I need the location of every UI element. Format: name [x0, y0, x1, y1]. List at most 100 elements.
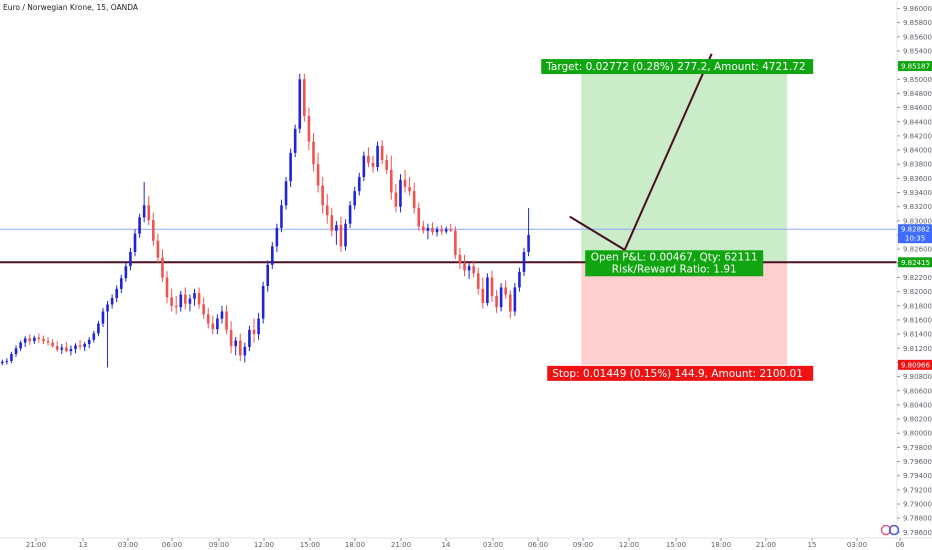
- candle-body[interactable]: [458, 254, 462, 264]
- candle-body[interactable]: [367, 155, 370, 163]
- candle-body[interactable]: [238, 340, 242, 356]
- candle-body[interactable]: [486, 277, 489, 303]
- candle-body[interactable]: [14, 348, 18, 354]
- candle-body[interactable]: [280, 205, 283, 228]
- candle-body[interactable]: [193, 293, 196, 299]
- candle-body[interactable]: [0, 361, 4, 364]
- candle-body[interactable]: [481, 288, 485, 303]
- candle-body[interactable]: [449, 229, 453, 231]
- candle-body[interactable]: [527, 235, 530, 253]
- candle-body[interactable]: [476, 273, 480, 289]
- candle-body[interactable]: [495, 295, 498, 308]
- candle-body[interactable]: [142, 205, 146, 218]
- candle-body[interactable]: [28, 338, 32, 342]
- candle-body[interactable]: [522, 252, 526, 272]
- candle-body[interactable]: [69, 348, 73, 352]
- candle-body[interactable]: [275, 227, 279, 247]
- candle-body[interactable]: [431, 227, 434, 233]
- settings-icon[interactable]: [880, 524, 892, 536]
- candle-body[interactable]: [37, 337, 41, 340]
- candle-body[interactable]: [216, 318, 219, 330]
- candle-body[interactable]: [170, 297, 173, 306]
- candle-body[interactable]: [357, 176, 361, 192]
- candle-body[interactable]: [490, 277, 494, 296]
- candle-body[interactable]: [206, 314, 210, 324]
- candle-body[interactable]: [307, 116, 311, 142]
- candle-body[interactable]: [179, 294, 183, 308]
- candle-body[interactable]: [202, 304, 205, 315]
- candle-body[interactable]: [156, 240, 160, 258]
- candle-body[interactable]: [289, 152, 292, 182]
- candle-body[interactable]: [92, 333, 96, 340]
- candle-body[interactable]: [426, 227, 430, 231]
- candle-body[interactable]: [399, 179, 402, 207]
- candle-body[interactable]: [220, 311, 224, 319]
- candle-body[interactable]: [335, 225, 338, 231]
- candle-body[interactable]: [74, 345, 77, 349]
- candle-body[interactable]: [19, 342, 22, 349]
- candle-body[interactable]: [513, 287, 517, 312]
- candle-body[interactable]: [403, 179, 407, 187]
- candle-body[interactable]: [55, 346, 59, 350]
- candle-body[interactable]: [348, 205, 352, 224]
- candle-body[interactable]: [362, 155, 366, 177]
- candle-body[interactable]: [467, 266, 471, 271]
- candle-body[interactable]: [293, 128, 297, 153]
- candle-body[interactable]: [389, 169, 393, 193]
- candle-body[interactable]: [97, 323, 100, 334]
- candle-body[interactable]: [51, 342, 54, 347]
- candle-body[interactable]: [444, 229, 448, 232]
- candle-body[interactable]: [380, 145, 384, 160]
- candle-body[interactable]: [87, 339, 91, 345]
- candle-body[interactable]: [472, 266, 475, 274]
- candle-body[interactable]: [330, 215, 334, 231]
- candle-body[interactable]: [385, 159, 389, 170]
- candle-body[interactable]: [234, 340, 237, 347]
- candle-body[interactable]: [184, 294, 187, 304]
- candle-body[interactable]: [312, 141, 315, 165]
- candle-body[interactable]: [133, 233, 137, 253]
- candle-body[interactable]: [518, 271, 521, 288]
- candle-body[interactable]: [188, 298, 192, 304]
- candle-body[interactable]: [303, 79, 306, 117]
- candle-body[interactable]: [408, 186, 411, 192]
- candle-body[interactable]: [353, 191, 356, 206]
- candle-body[interactable]: [5, 361, 9, 363]
- candle-body[interactable]: [10, 353, 13, 362]
- candle-body[interactable]: [261, 285, 265, 319]
- candle-body[interactable]: [46, 341, 50, 343]
- candle-body[interactable]: [339, 225, 343, 247]
- candle-body[interactable]: [60, 347, 64, 350]
- candle-body[interactable]: [435, 229, 439, 233]
- candle-body[interactable]: [161, 257, 164, 278]
- candle-body[interactable]: [129, 252, 132, 267]
- candle-body[interactable]: [316, 164, 320, 186]
- candle-body[interactable]: [394, 192, 398, 207]
- candle-body[interactable]: [499, 287, 503, 308]
- profit-zone[interactable]: [581, 66, 788, 263]
- candle-body[interactable]: [417, 208, 421, 227]
- candle-body[interactable]: [124, 266, 128, 279]
- candle-body[interactable]: [115, 288, 119, 299]
- candle-body[interactable]: [325, 205, 329, 216]
- candle-body[interactable]: [110, 298, 114, 305]
- candle-body[interactable]: [412, 191, 416, 209]
- candle-body[interactable]: [243, 346, 247, 356]
- candle-body[interactable]: [33, 337, 36, 342]
- candle-body[interactable]: [174, 305, 178, 308]
- candle-body[interactable]: [106, 304, 109, 312]
- candle-body[interactable]: [376, 145, 379, 168]
- candle-body[interactable]: [197, 293, 201, 305]
- candle-body[interactable]: [147, 205, 151, 221]
- candle-body[interactable]: [252, 329, 256, 335]
- candle-body[interactable]: [271, 246, 274, 265]
- candle-body[interactable]: [229, 329, 233, 347]
- candle-body[interactable]: [508, 294, 512, 312]
- candle-body[interactable]: [83, 344, 86, 347]
- candle-body[interactable]: [422, 226, 425, 231]
- candle-body[interactable]: [119, 278, 123, 289]
- candle-body[interactable]: [65, 347, 68, 352]
- candle-body[interactable]: [257, 318, 260, 335]
- candle-body[interactable]: [78, 345, 82, 347]
- candle-body[interactable]: [225, 311, 228, 330]
